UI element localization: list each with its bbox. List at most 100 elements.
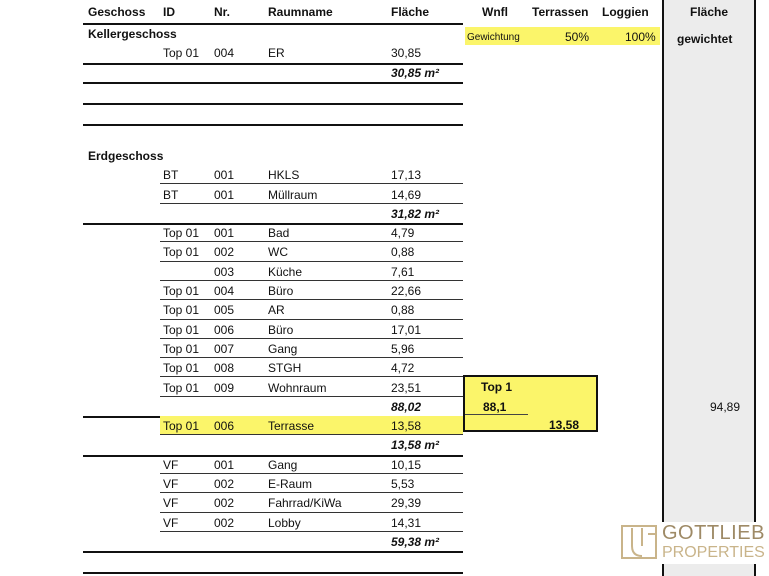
room-area: 29,39 bbox=[391, 496, 422, 511]
room-id: Top 01 bbox=[163, 361, 200, 376]
subtotal-row: 88,02 bbox=[83, 397, 463, 419]
col-header-nr: Nr. bbox=[214, 5, 231, 19]
room-name: Müllraum bbox=[268, 187, 318, 202]
room-id: Top 01 bbox=[163, 419, 200, 434]
col-header-flaeche-gewichtet: Fläche bbox=[690, 5, 729, 19]
room-area: 5,53 bbox=[391, 477, 415, 491]
spacer-row bbox=[83, 124, 463, 146]
room-id: VF bbox=[163, 477, 179, 491]
logo-mark-icon bbox=[621, 525, 657, 559]
table-row: Top 01 009 Wohnraum 23,51 bbox=[83, 378, 463, 398]
table-row: BT 001 HKLS 17,13 bbox=[83, 165, 463, 185]
room-name: Gang bbox=[268, 457, 298, 472]
weighted-total: 94,89 bbox=[710, 400, 741, 414]
subtotal-row: 13,58 m² bbox=[83, 435, 463, 457]
weighting-loggien: 100% bbox=[625, 30, 656, 44]
room-nr: 005 bbox=[214, 303, 235, 318]
room-area: 17,13 bbox=[391, 168, 422, 183]
table-row: VF 002 Fahrrad/KiWa 29,39 bbox=[83, 493, 463, 513]
room-name: Büro bbox=[268, 284, 294, 298]
room-nr: 008 bbox=[214, 361, 235, 376]
subtotal-area: 88,02 bbox=[391, 399, 422, 414]
room-area: 14,69 bbox=[391, 187, 422, 202]
col-header-flaeche: Fläche bbox=[391, 5, 430, 19]
table-row: VF 002 E-Raum 5,53 bbox=[83, 474, 463, 494]
room-nr: 002 bbox=[214, 515, 235, 530]
room-area: 13,58 bbox=[391, 419, 422, 434]
blank-row bbox=[83, 551, 463, 575]
weighted-area-column bbox=[662, 0, 756, 576]
logo-line1: GOTTLIEB bbox=[662, 522, 765, 544]
room-name: ER bbox=[268, 46, 285, 61]
room-id: Top 01 bbox=[163, 245, 200, 260]
subtotal-row: 59,38 m² bbox=[83, 532, 463, 554]
col-header-loggien: Loggien bbox=[602, 5, 649, 19]
room-area: 4,79 bbox=[391, 226, 415, 241]
table-row: Top 01 002 WC 0,88 bbox=[83, 242, 463, 262]
room-id: BT bbox=[163, 168, 179, 183]
room-id: VF bbox=[163, 457, 179, 472]
table-row: Top 01 006 Büro 17,01 bbox=[83, 320, 463, 340]
room-name: WC bbox=[268, 245, 288, 260]
top1-divider bbox=[465, 414, 528, 415]
room-nr: 003 bbox=[214, 264, 235, 279]
room-id: Top 01 bbox=[163, 322, 200, 337]
section-label: Erdgeschoss bbox=[88, 148, 164, 163]
room-id: BT bbox=[163, 187, 179, 202]
section-header: Erdgeschoss bbox=[83, 146, 463, 165]
table-row: Top 01 005 AR 0,88 bbox=[83, 300, 463, 320]
room-nr: 004 bbox=[214, 46, 235, 61]
room-name: AR bbox=[268, 303, 285, 318]
table-row: BT 001 Müllraum 14,69 bbox=[83, 185, 463, 205]
table-row: VF 002 Lobby 14,31 bbox=[83, 513, 463, 533]
logo-line2: PROPERTIES bbox=[662, 544, 765, 561]
room-nr: 009 bbox=[214, 380, 235, 395]
room-area: 17,01 bbox=[391, 322, 422, 337]
gottlieb-logo: GOTTLIEB PROPERTIES bbox=[618, 522, 765, 564]
room-name: Terrasse bbox=[268, 419, 315, 434]
room-id: Top 01 bbox=[163, 380, 200, 395]
top1-terrassen: 13,58 bbox=[549, 418, 580, 432]
top1-wnfl: 88,1 bbox=[483, 400, 507, 414]
top1-label: Top 1 bbox=[481, 380, 513, 394]
room-id: VF bbox=[163, 496, 179, 511]
room-area: 30,85 bbox=[391, 46, 422, 61]
section-label: Kellergeschoss bbox=[88, 27, 177, 41]
table-row: 003 Küche 7,61 bbox=[83, 262, 463, 282]
top1-summary-box: Top 1 88,1 13,58 bbox=[463, 375, 598, 432]
room-nr: 001 bbox=[214, 226, 235, 241]
col-header-terrassen: Terrassen bbox=[532, 5, 589, 19]
room-area: 14,31 bbox=[391, 515, 422, 530]
header-rule bbox=[83, 23, 463, 25]
room-nr: 006 bbox=[214, 419, 235, 434]
room-nr: 004 bbox=[214, 284, 235, 298]
room-name: STGH bbox=[268, 361, 302, 376]
table-row: Top 01 008 STGH 4,72 bbox=[83, 358, 463, 378]
room-nr: 007 bbox=[214, 341, 235, 356]
room-name: Bad bbox=[268, 226, 290, 241]
room-name: Fahrrad/KiWa bbox=[268, 496, 342, 511]
subtotal-row: 31,82 m² bbox=[83, 204, 463, 226]
weighting-row: Gewichtung 50% 100% bbox=[465, 27, 660, 45]
room-nr: 001 bbox=[214, 457, 235, 472]
table-row: Top 01 004 Büro 22,66 bbox=[83, 281, 463, 301]
table-row: Top 01 006 Terrasse 13,58 bbox=[83, 416, 463, 436]
room-area: 7,61 bbox=[391, 264, 415, 279]
blank-row bbox=[83, 103, 463, 126]
subtotal-area: 31,82 m² bbox=[391, 206, 440, 221]
room-id: Top 01 bbox=[163, 341, 200, 356]
room-id: Top 01 bbox=[163, 303, 200, 318]
weighting-terrassen: 50% bbox=[565, 30, 590, 44]
room-nr: 002 bbox=[214, 477, 235, 491]
room-area: 0,88 bbox=[391, 303, 415, 318]
weighting-label: Gewichtung bbox=[467, 32, 520, 43]
subtotal-row: 30,85 m² bbox=[83, 63, 463, 84]
subtotal-area: 30,85 m² bbox=[391, 65, 440, 80]
room-nr: 002 bbox=[214, 245, 235, 260]
room-area: 10,15 bbox=[391, 457, 422, 472]
room-nr: 001 bbox=[214, 168, 235, 183]
room-nr: 006 bbox=[214, 322, 235, 337]
room-area: 0,88 bbox=[391, 245, 415, 260]
room-nr: 001 bbox=[214, 187, 235, 202]
table-row: Top 01 007 Gang 5,96 bbox=[83, 339, 463, 359]
